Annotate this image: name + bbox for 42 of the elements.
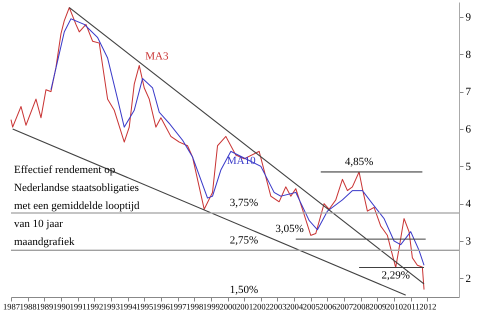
annotation: 4,85%	[344, 156, 374, 168]
x-tick-label: 2004	[286, 302, 304, 312]
y-tick-label: 4	[466, 198, 472, 210]
y-tick-label: 6	[466, 123, 472, 136]
y-tick-label: 2	[466, 272, 471, 285]
annotation: 1,50%	[230, 284, 258, 296]
ref-line-label: 3,75%	[230, 196, 258, 209]
x-tick-label: 1996	[152, 302, 170, 312]
x-tick-label: 1991	[70, 302, 87, 312]
y-tick-label: 9	[466, 11, 472, 24]
x-tick-label: 1998	[186, 302, 204, 312]
x-tick-label: 2002	[252, 302, 270, 312]
x-tick-label: 2007	[336, 302, 354, 312]
x-tick-label: 2006	[319, 302, 336, 312]
x-tick-label: 2009	[369, 302, 386, 312]
x-tick-label: 2005	[302, 302, 320, 312]
x-tick-label: 1993	[102, 302, 120, 312]
x-tick-label: 1987	[3, 302, 20, 312]
x-tick-label: 2010	[386, 302, 404, 312]
x-tick-label: 1989	[36, 302, 54, 312]
text: maandgrafiek	[14, 236, 75, 248]
x-tick-label: 2001	[236, 302, 254, 312]
x-tick-label: 1997	[170, 302, 187, 312]
x-tick-label: 1995	[136, 302, 154, 312]
annotation: 3,05%	[275, 223, 304, 236]
x-tick-label: 2011	[402, 302, 420, 312]
x-tick-label: 1992	[86, 302, 104, 312]
x-tick-label: 2003	[269, 302, 286, 312]
x-tick-label: 1988	[20, 302, 37, 312]
x-tick-label: 2000	[220, 302, 237, 312]
x-tick-label: 1994	[120, 302, 138, 312]
x-tick-label: 1999	[202, 302, 220, 312]
y-tick-label: 5	[466, 160, 472, 173]
y-tick-label: 8	[466, 48, 472, 61]
ref-line-label: 2,75%	[230, 234, 258, 246]
x-tick-label: 2012	[419, 302, 436, 312]
x-tick-label: 1990	[52, 302, 70, 312]
series-label: MA3	[145, 50, 169, 62]
annotation: 2,29%	[382, 270, 410, 282]
x-tick-label: 2008	[352, 302, 370, 312]
y-tick-label: 3	[466, 235, 472, 248]
y-tick-label: 7	[466, 86, 472, 98]
